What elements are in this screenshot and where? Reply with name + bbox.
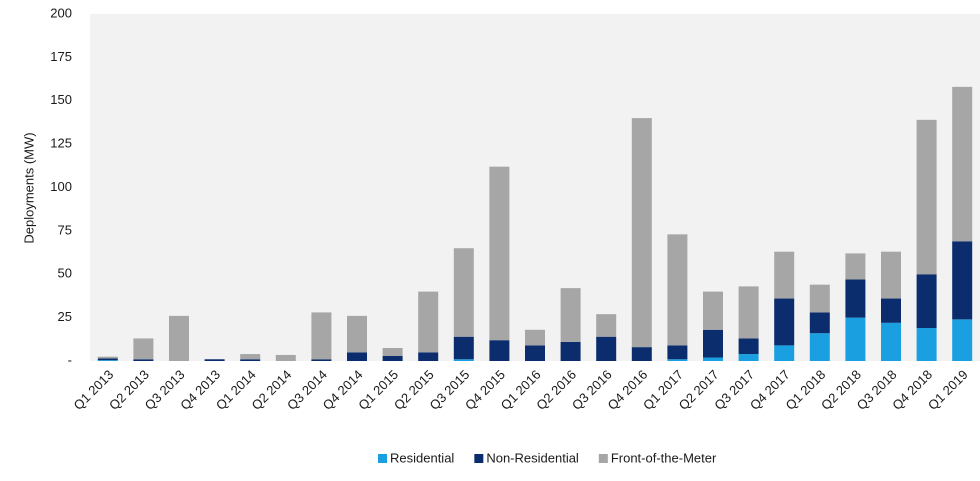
bar-segment (631, 118, 652, 348)
y-tick-label: 50 (58, 266, 72, 281)
bar-segment (97, 356, 118, 359)
bar-segment (916, 274, 937, 329)
bar-segment (631, 347, 652, 361)
bar-segment (240, 354, 261, 360)
bar-segment (667, 234, 688, 346)
y-tick-label: 175 (50, 49, 72, 64)
bar-segment (133, 338, 154, 360)
bar-segment (916, 328, 937, 361)
y-tick-label: 100 (50, 179, 72, 194)
y-axis-title: Deployments (MW) (21, 132, 36, 243)
bar-segment (809, 312, 830, 334)
bar-segment (845, 317, 866, 361)
y-tick-label: 25 (58, 309, 72, 324)
bar-segment (738, 286, 759, 339)
bar-segment (845, 253, 866, 280)
bar-segment (952, 241, 973, 320)
bar-segment (525, 329, 545, 346)
bar-segment (382, 355, 403, 361)
bar-segment (489, 340, 510, 361)
bar-segment (667, 345, 688, 360)
bar-segment (774, 251, 795, 299)
legend-label: Front-of-the-Meter (611, 450, 717, 465)
legend-label: Non-Residential (486, 450, 579, 465)
legend-swatch (474, 454, 484, 463)
legend-label: Residential (390, 450, 454, 465)
bar-segment (311, 359, 332, 361)
bar-segment (418, 352, 439, 361)
bar-segment (489, 166, 510, 341)
bar-segment (240, 359, 261, 361)
bar-segment (560, 288, 581, 342)
bar-segment (738, 338, 759, 355)
bar-segment (881, 298, 901, 323)
bar-segment (97, 360, 118, 361)
bar-segment (169, 315, 189, 361)
bar-segment (845, 279, 866, 318)
bar-segment (204, 359, 225, 361)
bar-segment (952, 86, 973, 242)
bar-segment (97, 358, 118, 361)
bar-segment (703, 291, 723, 330)
bar-segment (418, 291, 439, 353)
bar-segment (311, 312, 332, 360)
bar-segment (774, 298, 795, 346)
bar-segment (382, 347, 403, 356)
bar-segment (667, 359, 688, 361)
bar-segment (347, 352, 367, 361)
bar-segment (133, 359, 154, 361)
bar-segment (703, 329, 723, 358)
y-tick-label: 150 (50, 92, 72, 107)
bar-segment (881, 322, 901, 361)
bar-segment (881, 251, 901, 299)
bar-segment (774, 345, 795, 361)
bar-segment (347, 315, 367, 353)
legend-swatch (378, 454, 387, 463)
bar-segment (453, 336, 474, 360)
bar-segment (525, 345, 545, 361)
bar-segment (738, 354, 759, 361)
y-tick-label: - (68, 352, 72, 367)
bar-segment (809, 284, 830, 313)
bar-segment (275, 354, 296, 361)
y-tick-label: 75 (58, 222, 72, 237)
y-tick-label: 125 (50, 136, 72, 151)
bar-segment (596, 336, 617, 361)
bar-segment (453, 248, 474, 337)
bar-segment (809, 333, 830, 361)
y-tick-label: 200 (50, 5, 72, 20)
bar-segment (596, 314, 617, 337)
bar-segment (560, 341, 581, 361)
x-tick-label: Q1 2019 (925, 367, 971, 413)
legend-swatch (598, 454, 608, 463)
plot-area (90, 14, 980, 361)
bar-segment (453, 359, 474, 361)
bar-segment (703, 357, 723, 361)
bar-segment (952, 319, 973, 361)
bar-segment (916, 119, 937, 275)
